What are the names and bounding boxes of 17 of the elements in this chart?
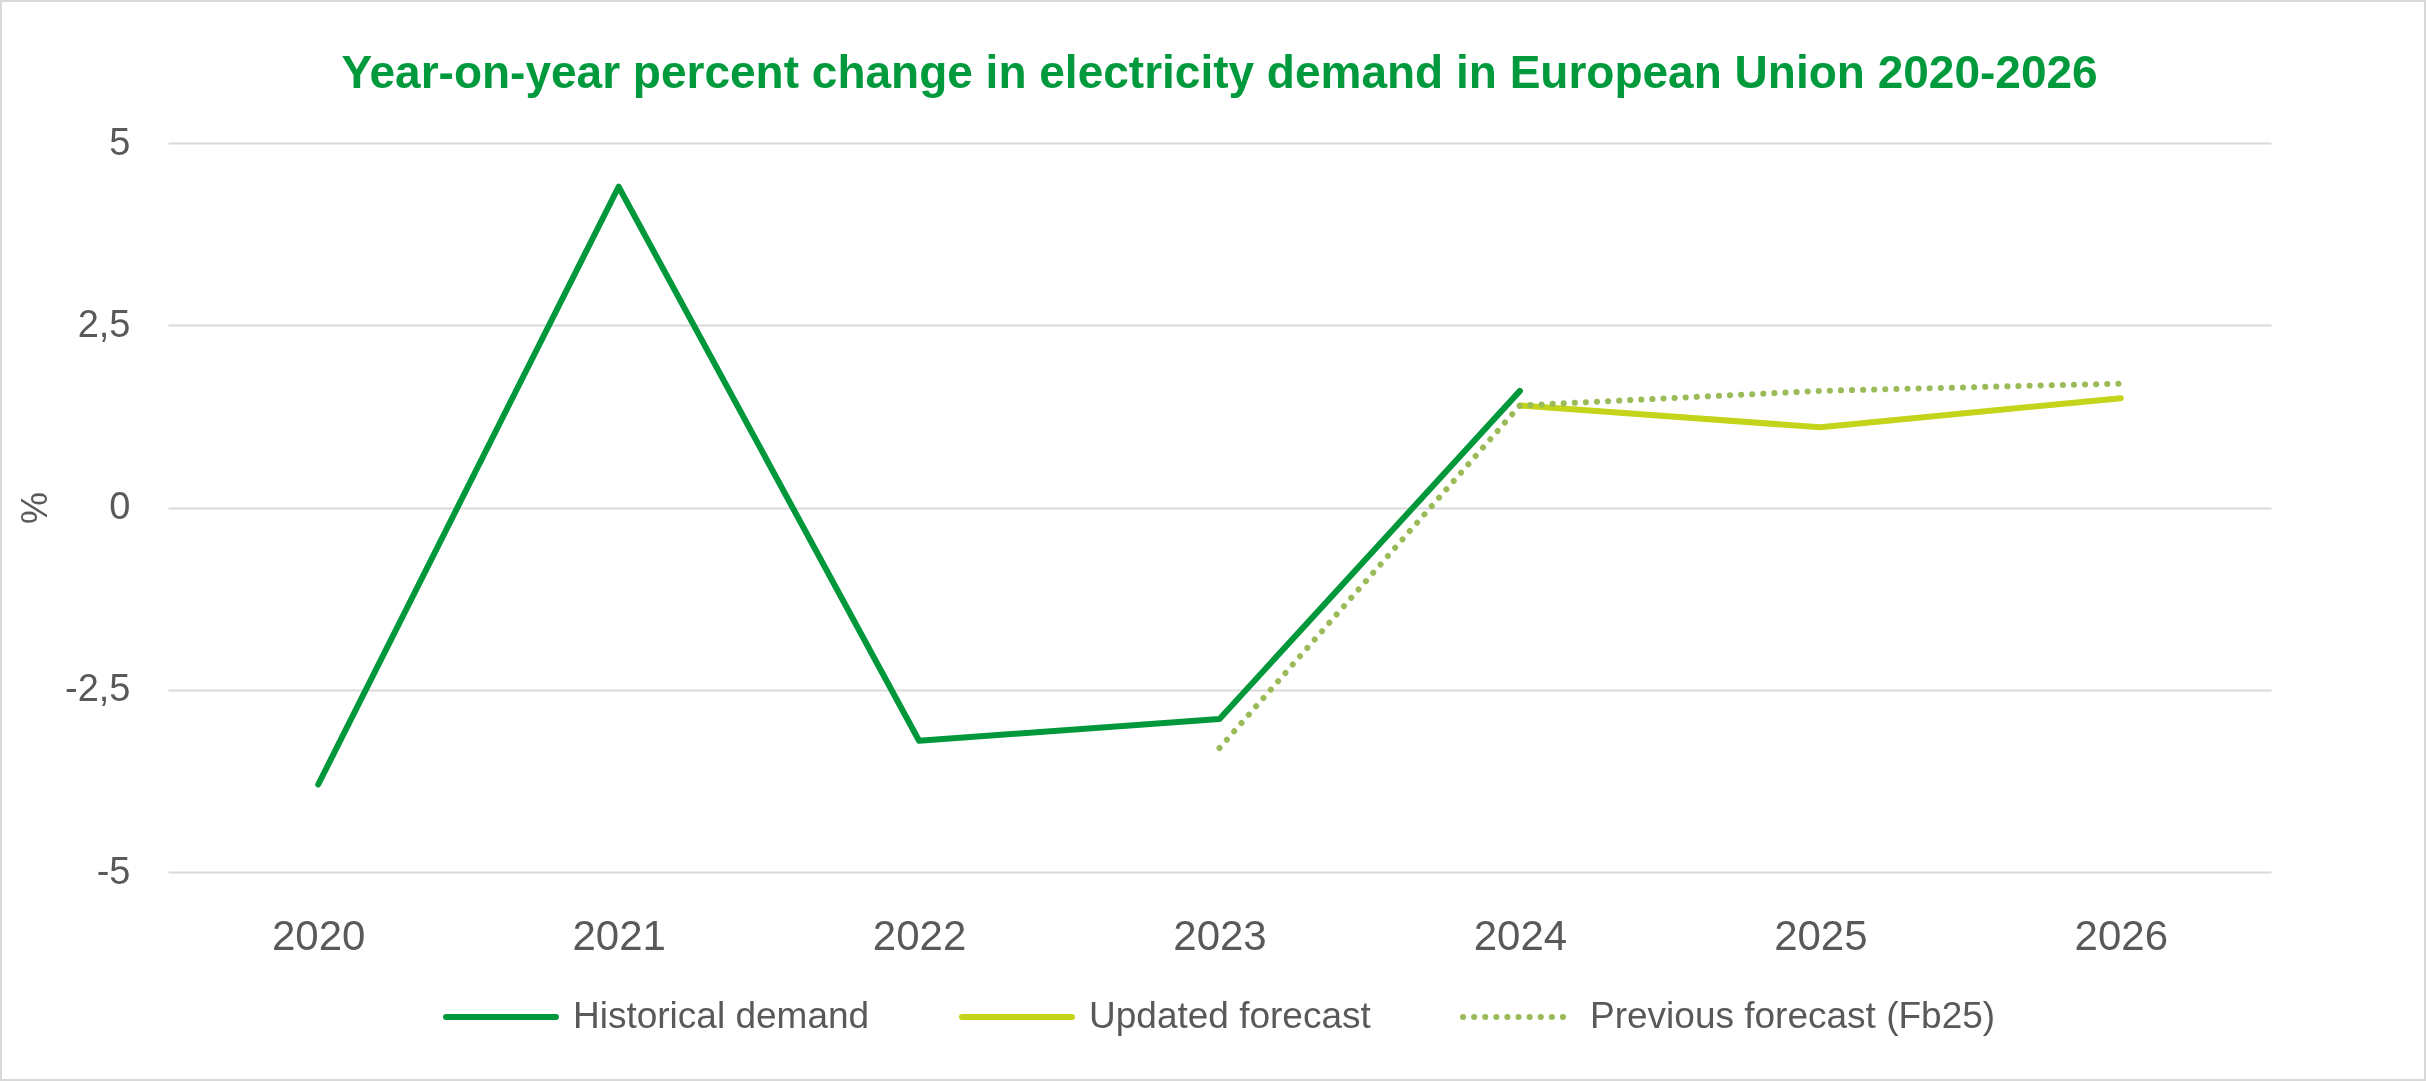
x-tick-label: 2026	[2074, 911, 2168, 959]
legend-label: Updated forecast	[1089, 995, 1372, 1036]
y-tick-label: -2,5	[65, 667, 131, 710]
y-tick-label: 0	[109, 485, 131, 527]
y-axis-title: %	[14, 491, 56, 525]
legend-label: Previous forecast (Fb25)	[1590, 995, 1996, 1036]
x-tick-label: 2025	[1774, 911, 1868, 959]
x-tick-label: 2020	[272, 911, 366, 959]
chart-title: Year-on-year percent change in electricity demand in European Union 2020-2026	[341, 46, 2098, 98]
x-tick-label: 2022	[872, 911, 967, 959]
x-tick-label: 2024	[1473, 911, 1568, 959]
x-tick-label: 2023	[1173, 911, 1267, 959]
y-tick-label: -5	[96, 849, 131, 892]
y-tick-label: 5	[109, 120, 131, 163]
x-tick-label: 2021	[572, 911, 666, 959]
legend-label: Historical demand	[573, 995, 870, 1036]
y-tick-label: 2,5	[77, 302, 131, 345]
